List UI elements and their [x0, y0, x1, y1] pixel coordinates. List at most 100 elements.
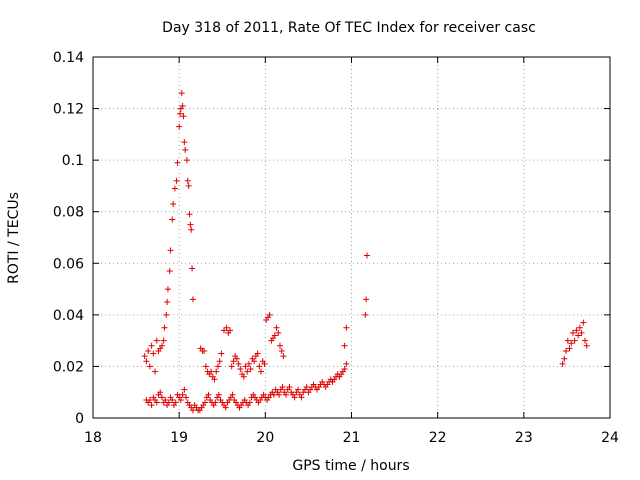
- y-tick-label: 0.04: [53, 308, 84, 324]
- data-point: [167, 247, 174, 254]
- data-point: [164, 298, 171, 305]
- data-point: [578, 329, 585, 336]
- data-point: [343, 360, 350, 367]
- data-point: [205, 391, 212, 398]
- data-point: [143, 358, 150, 365]
- data-point: [215, 391, 222, 398]
- data-point: [201, 347, 208, 354]
- chart-title: Day 318 of 2011, Rate Of TEC Index for r…: [162, 20, 536, 36]
- data-point: [153, 337, 160, 344]
- data-point: [343, 324, 350, 331]
- data-point: [266, 311, 273, 318]
- data-point: [341, 342, 348, 349]
- data-point: [576, 324, 583, 331]
- data-point: [185, 182, 192, 189]
- data-point: [247, 366, 254, 373]
- data-point: [571, 337, 578, 344]
- y-tick-label: 0.12: [53, 102, 84, 118]
- data-point: [273, 324, 280, 331]
- data-point: [150, 350, 157, 357]
- data-point: [202, 399, 209, 406]
- x-tick-label: 20: [256, 430, 274, 446]
- data-point: [561, 355, 568, 362]
- data-point: [303, 384, 310, 391]
- data-point: [564, 337, 571, 344]
- data-point: [163, 311, 170, 318]
- data-point: [563, 347, 570, 354]
- data-point: [566, 345, 573, 352]
- data-point: [240, 373, 247, 380]
- data-point: [580, 319, 587, 326]
- x-axis-label: GPS time / hours: [292, 458, 409, 474]
- x-tick-label: 18: [84, 430, 102, 446]
- data-point: [279, 384, 286, 391]
- data-point: [568, 340, 575, 347]
- data-point: [364, 252, 371, 259]
- data-point: [295, 386, 302, 393]
- data-point: [216, 358, 223, 365]
- data-point: [146, 363, 153, 370]
- data-point: [222, 404, 229, 411]
- data-point: [182, 146, 189, 153]
- data-point: [183, 157, 190, 164]
- data-point: [291, 394, 298, 401]
- data-point: [275, 329, 282, 336]
- data-point: [179, 391, 186, 398]
- x-tick-label: 23: [515, 430, 533, 446]
- data-point: [276, 342, 283, 349]
- data-point: [189, 265, 196, 272]
- data-point: [569, 329, 576, 336]
- data-point: [174, 159, 181, 166]
- data-point: [245, 360, 252, 367]
- data-point: [181, 386, 188, 393]
- data-point: [170, 200, 177, 207]
- data-point: [341, 366, 348, 373]
- data-point: [184, 177, 191, 184]
- data-point: [171, 185, 178, 192]
- data-point: [278, 347, 285, 354]
- data-point: [583, 342, 590, 349]
- data-point: [227, 327, 234, 334]
- y-tick-label: 0.1: [62, 153, 84, 169]
- data-point: [146, 396, 153, 403]
- data-point: [211, 376, 218, 383]
- data-points: [141, 90, 590, 414]
- y-tick-label: 0.06: [53, 256, 84, 272]
- data-point: [177, 110, 184, 117]
- data-point: [158, 342, 165, 349]
- data-point: [172, 399, 179, 406]
- data-point: [283, 391, 290, 398]
- data-point: [254, 350, 261, 357]
- data-point: [183, 394, 190, 401]
- data-point: [244, 368, 251, 375]
- data-point: [237, 366, 244, 373]
- data-point: [202, 363, 209, 370]
- data-point: [218, 350, 225, 357]
- data-point: [186, 211, 193, 218]
- data-point: [165, 399, 172, 406]
- data-point: [235, 360, 242, 367]
- data-point: [276, 391, 283, 398]
- data-point: [145, 347, 152, 354]
- y-axis-label: ROTI / TECUs: [6, 192, 22, 284]
- data-point: [223, 324, 230, 331]
- data-point: [141, 353, 148, 360]
- x-tick-label: 24: [601, 430, 619, 446]
- data-point: [180, 113, 187, 120]
- data-point: [298, 394, 305, 401]
- data-point: [246, 399, 253, 406]
- data-point: [189, 296, 196, 303]
- data-point: [362, 311, 369, 318]
- data-point: [181, 139, 188, 146]
- grid-lines: [93, 57, 610, 418]
- data-point: [261, 360, 268, 367]
- y-tick-label: 0.14: [53, 50, 84, 66]
- data-point: [271, 332, 278, 339]
- data-point: [280, 353, 287, 360]
- y-tick-label: 0: [75, 411, 84, 427]
- data-point: [176, 123, 183, 130]
- data-point: [152, 368, 159, 375]
- data-point: [161, 324, 168, 331]
- data-point: [187, 221, 194, 228]
